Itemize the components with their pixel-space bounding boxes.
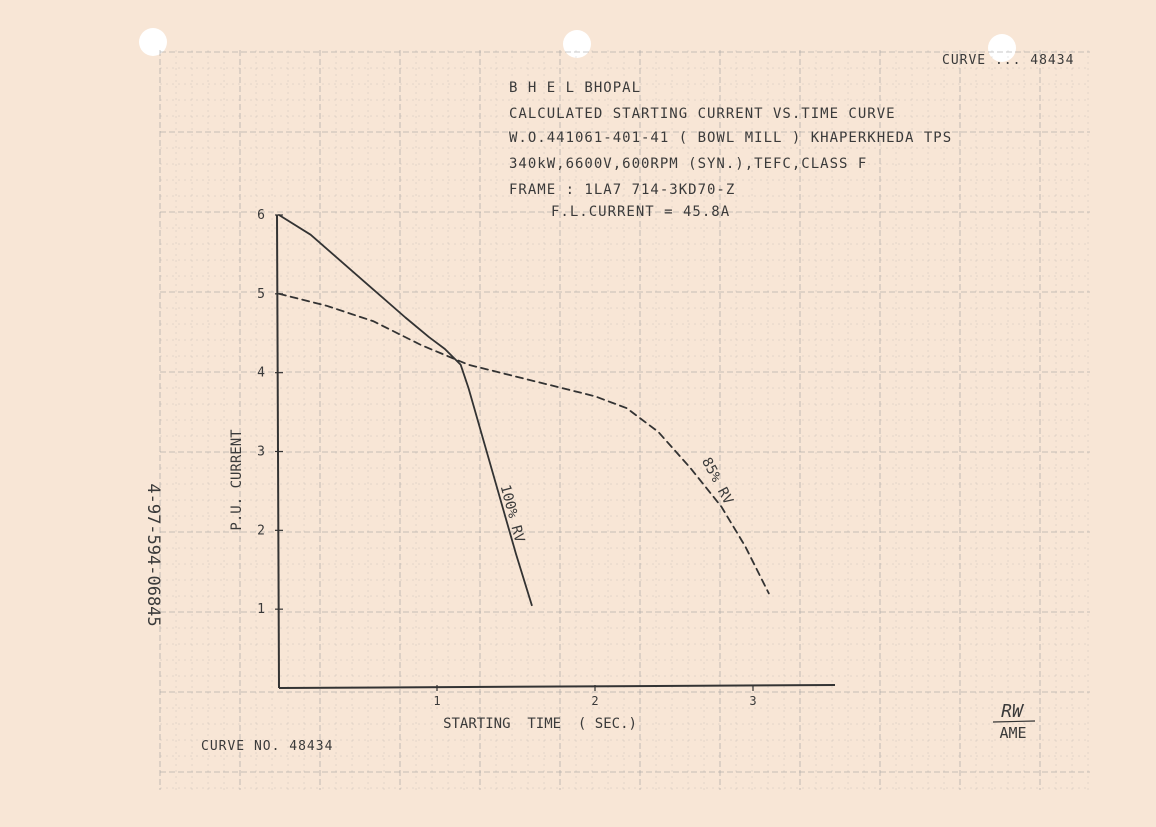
series-annotation: 100% RV	[497, 483, 528, 545]
side-document-number: 4-97-594-06845	[143, 483, 163, 626]
x-tick-labels: 1 2 3	[433, 685, 756, 708]
y-tick-label: 4	[257, 366, 265, 381]
series-annotation: 85% RV	[698, 455, 736, 508]
signature-block: RW AME	[993, 701, 1035, 742]
x-tick-label: 1	[433, 694, 440, 708]
curve-number-top: CURVE ... 48434	[942, 53, 1074, 68]
series-lines	[279, 215, 769, 605]
signature-title: AME	[999, 724, 1026, 742]
series-line-100-rv	[279, 215, 532, 605]
title-line-3: W.O.441061-401-41 ( BOWL MILL ) KHAPERKH…	[509, 130, 952, 146]
y-axis-label: P.U. CURRENT	[229, 429, 245, 531]
curve-number-bottom: CURVE NO. 48434	[201, 739, 333, 754]
x-axis	[279, 685, 835, 688]
title-line-5: FRAME : 1LA7 714-3KD70-Z	[509, 182, 735, 198]
punch-hole-center	[563, 30, 591, 58]
y-tick-label: 2	[257, 523, 265, 538]
full-load-current: F.L.CURRENT = 45.8A	[551, 204, 730, 220]
y-tick-label: 5	[257, 287, 265, 302]
title-line-1: B H E L BHOPAL	[509, 80, 641, 96]
series-line-85-rv	[279, 294, 769, 594]
x-tick-label: 2	[591, 694, 598, 708]
x-axis-label: STARTING TIME ( SEC.)	[443, 716, 637, 732]
x-tick-label: 3	[749, 694, 756, 708]
signature-underline	[993, 721, 1035, 722]
title-line-4: 340kW,6600V,600RPM (SYN.),TEFC,CLASS F	[509, 156, 867, 172]
y-tick-label: 1	[257, 602, 265, 617]
chart-title: CALCULATED STARTING CURRENT VS.TIME CURV…	[509, 106, 896, 122]
signature-initials: RW	[1001, 701, 1025, 722]
y-tick-label: 6	[257, 208, 265, 223]
y-tick-label: 3	[257, 445, 265, 460]
